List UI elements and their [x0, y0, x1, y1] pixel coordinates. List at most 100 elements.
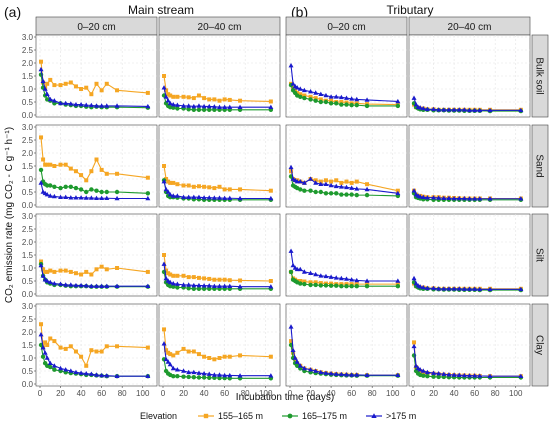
data-point-circle: [431, 374, 436, 379]
data-point-triangle: [441, 107, 447, 112]
data-point-triangle: [446, 372, 452, 377]
data-point-triangle: [301, 180, 307, 185]
data-point-circle: [196, 107, 202, 113]
data-point-triangle: [165, 359, 171, 364]
data-point-square: [339, 100, 344, 104]
fraction-strip: [531, 213, 549, 297]
data-point-triangle: [196, 370, 202, 375]
data-point-square: [39, 322, 44, 327]
x-tick-label: 80: [241, 389, 250, 398]
data-point-circle: [302, 188, 307, 193]
data-point-square: [162, 164, 167, 168]
data-point-triangle: [217, 104, 222, 109]
data-point-square: [89, 169, 94, 174]
data-point-square: [68, 344, 73, 349]
data-point-square: [289, 169, 294, 174]
data-point-circle: [354, 284, 359, 289]
data-point-square: [175, 273, 180, 278]
data-point-triangle: [99, 283, 105, 288]
data-point-triangle: [167, 279, 173, 285]
data-point-square: [181, 94, 186, 99]
data-point-triangle: [44, 355, 50, 360]
data-point-triangle: [63, 194, 69, 199]
data-point-square: [222, 354, 227, 359]
data-point-circle: [425, 374, 430, 379]
data-point-square: [45, 81, 50, 86]
data-point-circle: [196, 375, 202, 380]
data-point-triangle: [211, 372, 217, 377]
data-point-triangle: [186, 369, 192, 375]
data-point-triangle: [165, 98, 171, 103]
data-point-square: [94, 81, 99, 86]
data-point-triangle: [349, 372, 355, 377]
data-point-circle: [52, 367, 57, 372]
data-point-square: [308, 94, 313, 99]
panel: 0.0 0.5 1.0 1.5 2.0 2.5 3.0: [22, 123, 158, 210]
data-point-square: [212, 277, 217, 282]
data-point-square: [313, 96, 318, 101]
data-point-triangle: [461, 286, 467, 291]
data-point-square: [186, 349, 191, 354]
data-point-triangle: [290, 262, 296, 268]
data-point-triangle: [354, 186, 360, 191]
data-point-circle: [191, 107, 197, 113]
data-point-square: [39, 59, 44, 64]
data-point-triangle: [294, 85, 300, 90]
data-point-triangle: [181, 282, 187, 287]
data-point-triangle: [227, 104, 233, 109]
data-point-square: [39, 135, 44, 140]
data-point-square: [308, 280, 313, 285]
data-point-triangle: [477, 196, 483, 201]
y-tick-label: 3.0: [22, 33, 34, 42]
data-point-circle: [334, 101, 339, 106]
data-point-triangle: [201, 371, 207, 376]
data-point-square: [175, 94, 180, 99]
legend-title: Elevation: [140, 411, 177, 421]
data-point-triangle: [211, 283, 217, 288]
data-point-square: [166, 179, 171, 184]
panel: [285, 34, 408, 118]
panel: [158, 124, 281, 208]
data-point-square: [41, 267, 46, 272]
data-point-triangle: [88, 195, 94, 200]
data-point-square: [145, 175, 150, 180]
data-point-square: [302, 93, 307, 98]
data-point-square: [268, 354, 273, 359]
data-point-square: [186, 183, 191, 188]
data-point-circle: [323, 99, 329, 105]
data-point-triangle: [338, 275, 344, 281]
data-point-circle: [145, 191, 151, 196]
data-point-triangle: [431, 370, 437, 375]
x-tick-label: 20: [56, 389, 65, 398]
y-axis-title: CO₂ emission rate (mg CO₂ - C g⁻¹ h⁻¹): [4, 127, 15, 303]
data-point-square: [164, 177, 169, 181]
data-point-circle: [354, 192, 359, 198]
data-point-circle: [364, 103, 370, 109]
data-point-triangle: [88, 102, 94, 108]
data-point-triangle: [145, 373, 151, 378]
data-point-square: [73, 349, 78, 354]
data-point-triangle: [290, 81, 296, 86]
data-point-circle: [207, 107, 212, 113]
data-point-triangle: [313, 90, 319, 95]
data-point-square: [58, 268, 63, 273]
data-point-triangle: [51, 98, 57, 103]
data-point-triangle: [518, 286, 524, 292]
data-point-square: [354, 179, 359, 184]
data-point-triangle: [424, 369, 430, 375]
data-point-square: [89, 92, 94, 97]
data-point-square: [94, 349, 99, 354]
data-point-triangle: [364, 372, 370, 377]
data-point-square: [181, 183, 186, 188]
data-point-circle: [298, 281, 303, 286]
data-point-triangle: [436, 107, 442, 112]
data-point-triangle: [461, 195, 467, 201]
data-point-triangle: [170, 102, 176, 107]
data-point-triangle: [51, 281, 57, 286]
y-tick-label: 0.0: [22, 290, 34, 299]
y-tick-label: 0.5: [22, 188, 34, 197]
data-point-triangle: [518, 373, 524, 378]
data-point-triangle: [40, 345, 46, 350]
data-point-triangle: [349, 185, 355, 190]
data-point-triangle: [395, 190, 401, 196]
